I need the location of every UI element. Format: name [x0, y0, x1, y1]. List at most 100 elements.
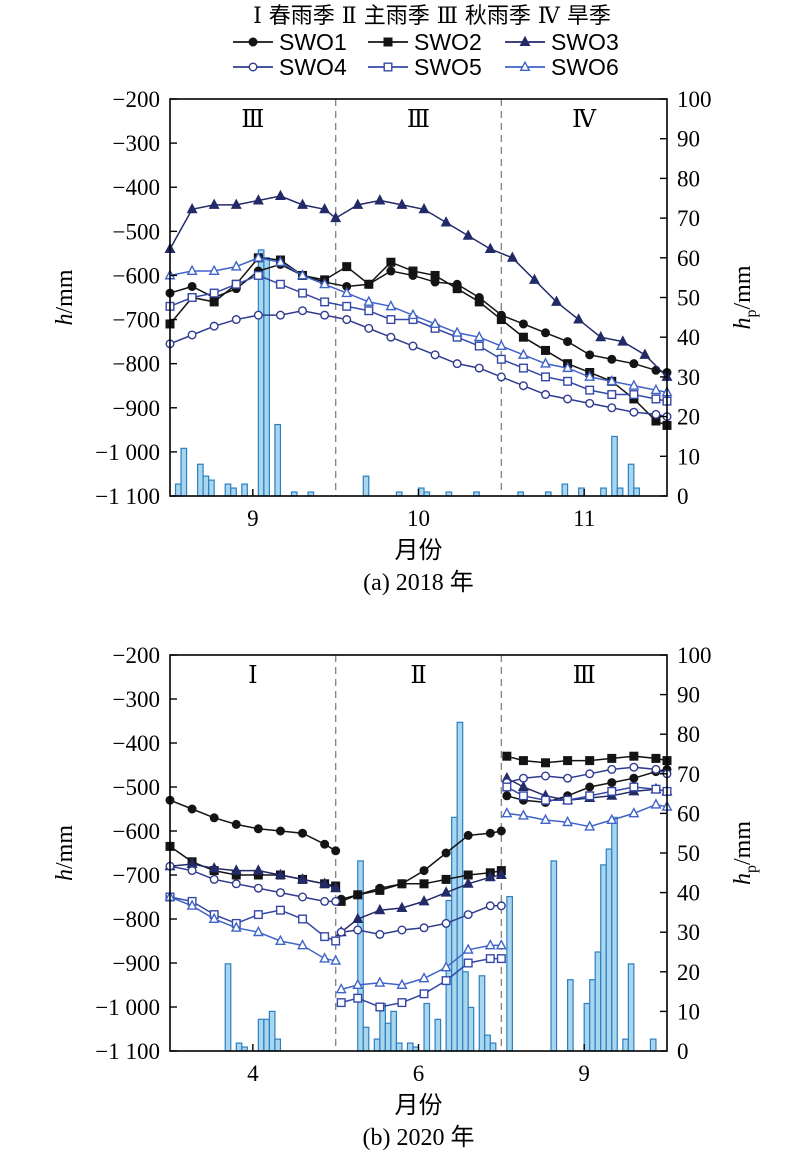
data-point: [231, 315, 241, 325]
data-point: [441, 918, 451, 928]
rainfall-bar: [180, 447, 188, 497]
data-point: [252, 925, 264, 937]
y2-tick-label: 70: [677, 762, 700, 787]
rainfall-bar: [627, 463, 635, 497]
data-point: [540, 813, 551, 824]
data-point: [419, 989, 429, 999]
data-point: [541, 328, 551, 338]
data-point: [463, 958, 473, 968]
data-point: [231, 819, 241, 829]
data-point: [451, 326, 463, 337]
data-point: [319, 202, 331, 214]
series-line: [340, 957, 502, 1008]
data-point: [585, 350, 595, 360]
legend-marker: [383, 37, 393, 47]
data-point: [584, 820, 596, 831]
data-point: [629, 751, 639, 761]
data-point: [440, 886, 452, 897]
data-point: [253, 824, 263, 834]
data-point: [629, 359, 639, 369]
data-point: [252, 194, 264, 205]
data-point: [585, 782, 595, 792]
data-point: [342, 262, 352, 272]
data-point: [541, 795, 551, 805]
rainfall-bar: [241, 483, 248, 497]
rainfall-bar: [578, 487, 585, 497]
data-point: [541, 758, 551, 768]
data-point: [463, 910, 473, 920]
data-point: [517, 809, 529, 820]
legend-label: SWO1: [279, 29, 347, 55]
data-point: [336, 998, 346, 1008]
data-point: [209, 813, 219, 823]
data-point: [275, 826, 285, 836]
season-label: Ⅲ: [241, 107, 264, 133]
data-point: [563, 376, 573, 386]
data-point: [275, 310, 285, 320]
data-point: [551, 295, 563, 306]
data-point: [651, 753, 661, 763]
rainfall-bar: [197, 463, 204, 497]
data-point: [541, 771, 551, 781]
y-tick-label: −1 000: [95, 440, 160, 465]
series-swo4: [165, 306, 672, 422]
y-tick-label: −200: [113, 87, 160, 112]
data-point: [484, 870, 496, 882]
panel-caption: (b) 2020 年: [363, 1124, 475, 1151]
legend-marker: [248, 62, 258, 72]
data-point: [573, 313, 585, 324]
data-point: [275, 888, 285, 898]
data-point: [606, 375, 618, 386]
data-point: [341, 286, 353, 298]
data-point: [607, 753, 617, 763]
data-point: [186, 264, 198, 276]
rainfall-bar: [373, 1038, 381, 1052]
data-point: [496, 354, 506, 364]
y-tick-label: −900: [113, 951, 160, 976]
data-point: [496, 954, 506, 964]
data-point: [462, 229, 474, 240]
y-tick-label: −700: [113, 863, 160, 888]
y-tick-label: −500: [113, 775, 160, 800]
series-line: [340, 830, 502, 900]
series-swo5: [165, 270, 672, 406]
data-point: [397, 998, 407, 1008]
data-point: [606, 813, 618, 824]
y2-tick-label: 70: [677, 206, 700, 231]
data-point: [563, 773, 573, 783]
data-point: [353, 890, 363, 900]
data-point: [274, 255, 286, 267]
data-point: [320, 839, 330, 849]
y-tick-label: −400: [113, 731, 160, 756]
y2-tick-label: 90: [677, 127, 700, 152]
data-point: [607, 764, 617, 774]
data-point: [462, 943, 474, 954]
data-point: [386, 332, 396, 342]
data-point: [342, 315, 352, 325]
data-point: [330, 954, 342, 965]
data-point: [541, 372, 551, 382]
data-point: [485, 954, 495, 964]
data-point: [629, 407, 639, 417]
panel-2018: Ⅲ Ⅲ Ⅳ −200 −300 −400 −500 −600 −700 −800 −900 −1 00…: [52, 87, 760, 596]
data-point: [209, 874, 219, 884]
data-point: [418, 202, 430, 214]
data-point: [319, 952, 331, 963]
plot-frame: [169, 98, 668, 497]
data-point: [298, 914, 308, 924]
rainfall-bar: [605, 848, 613, 1052]
data-point: [331, 896, 341, 906]
rainfall-bar: [462, 971, 469, 1052]
rainfall-bar: [257, 249, 265, 497]
rainfall-bar: [390, 1010, 398, 1052]
data-point: [208, 862, 220, 873]
data-point: [230, 198, 242, 209]
data-point: [518, 756, 528, 766]
data-point: [496, 826, 506, 836]
y-tick-label: −1 100: [95, 1039, 160, 1064]
season-label: Ⅱ: [410, 663, 426, 689]
rainfall-bar: [274, 1038, 282, 1052]
rainfall-bar: [589, 979, 596, 1052]
data-point: [541, 390, 551, 400]
data-point: [518, 381, 528, 391]
